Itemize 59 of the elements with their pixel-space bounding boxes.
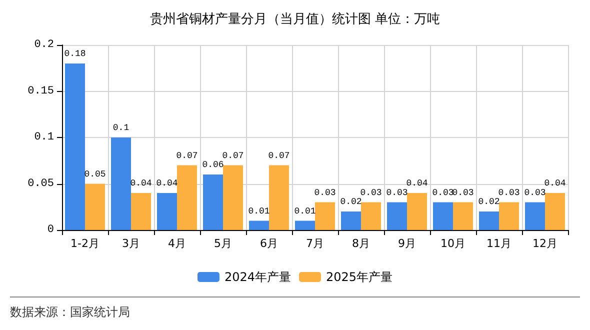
bar: [249, 220, 269, 230]
bar: [545, 193, 565, 230]
bar: [361, 202, 381, 230]
y-tick-label: 0: [47, 224, 54, 236]
x-tick-label: 6月: [260, 237, 278, 250]
x-tick-label: 5月: [214, 237, 232, 250]
bar: [223, 165, 243, 230]
bar: [85, 184, 105, 230]
bar: [157, 193, 177, 230]
x-tick-label: 3月: [122, 237, 140, 250]
data-label: 0.07: [222, 150, 244, 161]
x-tick-label: 12月: [532, 237, 558, 250]
bar: [341, 212, 361, 230]
y-tick-label: 0.2: [34, 39, 54, 51]
bar: [479, 212, 499, 230]
legend-label: 2025年产量: [326, 270, 393, 284]
data-label: 0.07: [268, 150, 290, 161]
y-tick-label: 0.1: [34, 132, 54, 144]
data-label: 0.18: [64, 49, 86, 59]
data-label: 0.02: [478, 197, 500, 207]
data-label: 0.03: [432, 188, 454, 198]
bar: [295, 220, 315, 230]
x-tick-label: 10月: [440, 237, 466, 250]
data-label: 0.1: [112, 123, 130, 133]
bar: [177, 165, 197, 230]
legend-label: 2024年产量: [224, 270, 292, 284]
bar: [65, 64, 85, 230]
y-tick-label: 0.05: [28, 178, 54, 190]
data-label: 0.04: [406, 178, 428, 188]
x-tick-label: 7月: [306, 237, 324, 250]
data-label: 0.03: [360, 188, 382, 198]
bar: [131, 193, 151, 230]
x-tick-label: 11月: [486, 237, 512, 250]
bar: [407, 193, 427, 230]
bar: [525, 202, 545, 230]
bar: [499, 202, 519, 230]
bar: [433, 202, 453, 230]
x-tick-label: 1-2月: [70, 237, 100, 250]
data-label: 0.02: [340, 197, 362, 207]
data-label: 0.04: [544, 178, 566, 188]
bar: [203, 174, 223, 230]
chart-title: 贵州省铜材产量分月（当月值）统计图 单位：万吨: [150, 12, 440, 27]
data-label: 0.03: [386, 188, 408, 198]
x-tick-label: 4月: [168, 237, 186, 250]
x-tick-label: 8月: [352, 237, 370, 250]
bar: [453, 202, 473, 230]
data-label: 0.03: [314, 188, 336, 198]
source-note: 数据来源：国家统计局: [10, 305, 130, 319]
bar: [111, 138, 131, 230]
data-label: 0.06: [202, 160, 224, 170]
data-label: 0.03: [524, 188, 546, 198]
data-label: 0.07: [176, 150, 198, 161]
bar: [269, 165, 289, 230]
bar: [315, 202, 335, 230]
x-tick-label: 9月: [398, 237, 416, 250]
y-tick-label: 0.15: [28, 85, 54, 98]
data-label: 0.03: [452, 188, 474, 198]
data-label: 0.03: [498, 188, 520, 198]
bar: [387, 202, 407, 230]
